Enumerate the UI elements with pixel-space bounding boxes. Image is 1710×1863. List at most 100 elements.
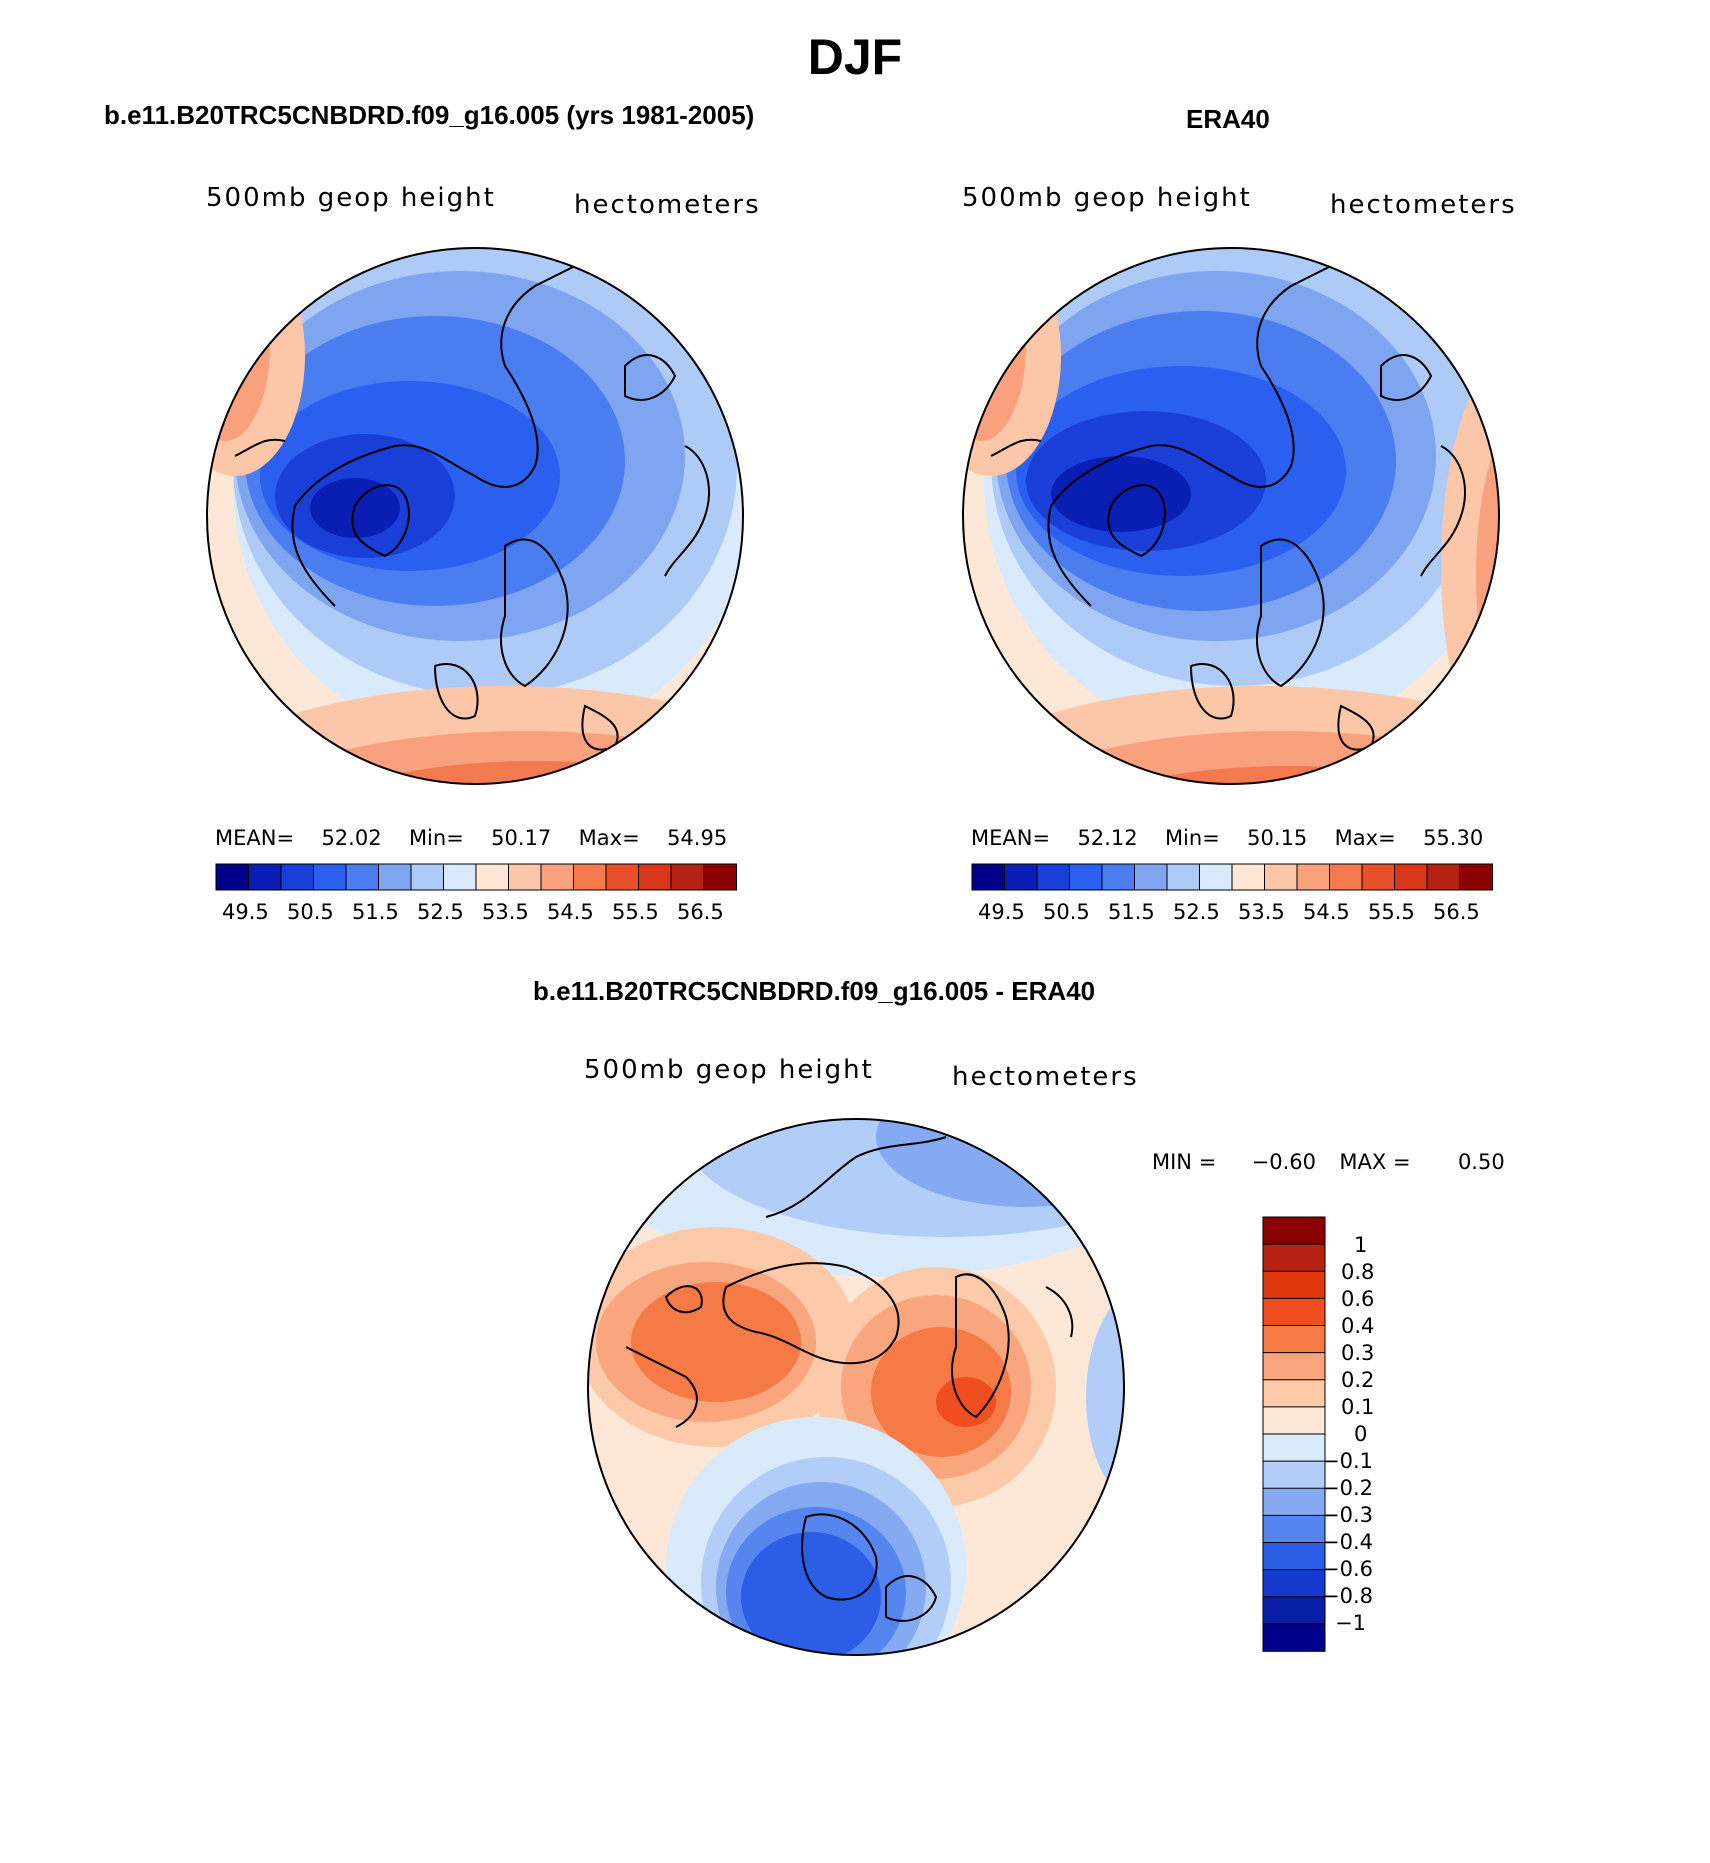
panel-model-map-border (206, 247, 744, 785)
diff-colorbar-swatch (1262, 1596, 1326, 1625)
diff-min-label: MIN = (1152, 1150, 1217, 1174)
diff-colorbar-swatch (1262, 1623, 1326, 1652)
colorbar-swatch (1004, 863, 1038, 891)
panel-obs-min-label: Min= (1164, 826, 1220, 850)
figure-title: DJF (807, 29, 903, 85)
colorbar-swatch (971, 863, 1006, 891)
diff-tick-2: 0.8 (1341, 1260, 1375, 1284)
colorbar-swatch (1036, 863, 1071, 891)
diff-colorbar-swatch (1262, 1243, 1326, 1273)
colorbar-swatch (1134, 863, 1168, 891)
diff-panel-units-label: hectometers (952, 1062, 1139, 1092)
diff-panel-variable-label: 500mb geop height (584, 1055, 874, 1085)
panel-model-colorbar (215, 863, 737, 891)
diff-tick-3: 0.6 (1341, 1287, 1375, 1311)
diff-tick-11: −0.3 (1322, 1503, 1373, 1527)
panel-obs-mean-label: MEAN= (971, 826, 1051, 850)
panel-model-min-label: Min= (408, 826, 464, 850)
colorbar-swatch (378, 863, 412, 891)
colorbar-swatch (443, 863, 477, 891)
diff-field-east-pos-4 (936, 1377, 996, 1427)
panel-model-tick-6: 54.5 (547, 900, 594, 924)
panel-model-tick-8: 56.5 (677, 900, 724, 924)
colorbar-swatch (1394, 863, 1428, 891)
panel-model-map (206, 247, 744, 785)
panel-obs-title: ERA40 (1186, 104, 1270, 134)
diff-coastlines (625, 1136, 1074, 1622)
panel-obs-tick-8: 56.5 (1433, 900, 1480, 924)
colorbar-swatch (1329, 863, 1363, 891)
diff-colorbar-swatch (1262, 1216, 1326, 1245)
panel-obs-tick-2: 50.5 (1043, 900, 1090, 924)
diff-colorbar-swatch (1262, 1487, 1326, 1517)
diff-colorbar-swatch (1262, 1460, 1326, 1490)
diff-tick-10: −0.2 (1322, 1476, 1373, 1500)
panel-obs-units-label: hectometers (1330, 190, 1517, 220)
colorbar-swatch (280, 863, 315, 891)
diff-colorbar-swatch (1262, 1352, 1326, 1381)
colorbar-swatch (410, 863, 445, 891)
panel-obs-tick-4: 52.5 (1173, 900, 1220, 924)
diff-field-south-neg-5 (741, 1532, 881, 1655)
colorbar-swatch (670, 863, 705, 891)
panel-model-mean-value: 52.02 (321, 826, 382, 850)
panel-obs-colorbar (971, 863, 1493, 891)
colorbar-swatch (215, 863, 250, 891)
panel-obs-colorbar-ticks: 49.5 50.5 51.5 52.5 53.5 54.5 55.5 56.5 (0, 900, 1710, 930)
diff-max-label: MAX = (1339, 1150, 1411, 1174)
panel-obs-tick-5: 53.5 (1238, 900, 1285, 924)
colorbar-swatch (1361, 863, 1396, 891)
colorbar-swatch (313, 863, 347, 891)
panel-obs-field-warm-east (1441, 346, 1499, 784)
colorbar-swatch (1459, 863, 1493, 891)
diff-field-west-pos-3 (631, 1282, 801, 1402)
panel-obs-tick-1: 49.5 (978, 900, 1025, 924)
diff-panel-title: b.e11.B20TRC5CNBDRD.f09_g16.005 - ERA40 (533, 976, 1096, 1006)
diff-max-value: 0.50 (1457, 1150, 1505, 1174)
panel-model-tick-1: 49.5 (222, 900, 269, 924)
diff-colorbar-swatch (1262, 1542, 1326, 1571)
panel-model-tick-3: 51.5 (352, 900, 399, 924)
panel-obs-field-warm-nw-3 (963, 271, 1001, 411)
colorbar-swatch (703, 863, 737, 891)
panel-model-min-value: 50.17 (491, 826, 552, 850)
diff-colorbar-swatch (1262, 1406, 1326, 1435)
colorbar-swatch (1101, 863, 1136, 891)
diff-tick-4: 0.4 (1341, 1314, 1375, 1338)
panel-model-tick-2: 50.5 (287, 900, 334, 924)
panel-obs-tick-3: 51.5 (1108, 900, 1155, 924)
colorbar-swatch (345, 863, 380, 891)
panel-model-field-warm-nw-2 (207, 251, 270, 441)
panel-obs-field-warm-nw-2 (963, 251, 1026, 441)
panel-model-stats: MEAN= 52.02 Min= 50.17 Max= 54.95 (215, 826, 727, 850)
panel-model-max-label: Max= (578, 826, 640, 850)
panel-obs-map (962, 247, 1500, 785)
colorbar-swatch (1296, 863, 1331, 891)
diff-colorbar-swatch (1262, 1297, 1326, 1327)
panel-model-max-value: 54.95 (667, 826, 728, 850)
diff-tick-15: −1 (1335, 1611, 1366, 1635)
panel-obs-stats: MEAN= 52.12 Min= 50.15 Max= 55.30 (971, 826, 1483, 850)
colorbar-swatch (1069, 863, 1103, 891)
diff-panel-stats: MIN = −0.60 MAX = 0.50 (1152, 1150, 1505, 1174)
colorbar-swatch (248, 863, 282, 891)
colorbar-swatch (605, 863, 640, 891)
diff-tick-13: −0.6 (1322, 1557, 1373, 1581)
panel-model-title: b.e11.B20TRC5CNBDRD.f09_g16.005 (yrs 198… (104, 100, 755, 130)
panel-obs-max-label: Max= (1334, 826, 1396, 850)
diff-tick-1: 1 (1354, 1233, 1368, 1257)
diff-tick-14: −0.8 (1322, 1584, 1373, 1608)
panel-model-mean-label: MEAN= (215, 826, 295, 850)
colorbar-swatch (1231, 863, 1266, 891)
panel-model-units-label: hectometers (574, 190, 761, 220)
panel-obs-tick-7: 55.5 (1368, 900, 1415, 924)
diff-colorbar-swatch (1262, 1433, 1326, 1462)
colorbar-swatch (540, 863, 575, 891)
diff-tick-7: 0.1 (1341, 1395, 1375, 1419)
diff-colorbar-swatch (1262, 1514, 1326, 1544)
panel-obs-tick-6: 54.5 (1303, 900, 1350, 924)
colorbar-swatch (573, 863, 607, 891)
diff-tick-6: 0.2 (1341, 1368, 1375, 1392)
diff-panel-map (587, 1118, 1125, 1656)
diff-tick-12: −0.4 (1322, 1530, 1373, 1554)
